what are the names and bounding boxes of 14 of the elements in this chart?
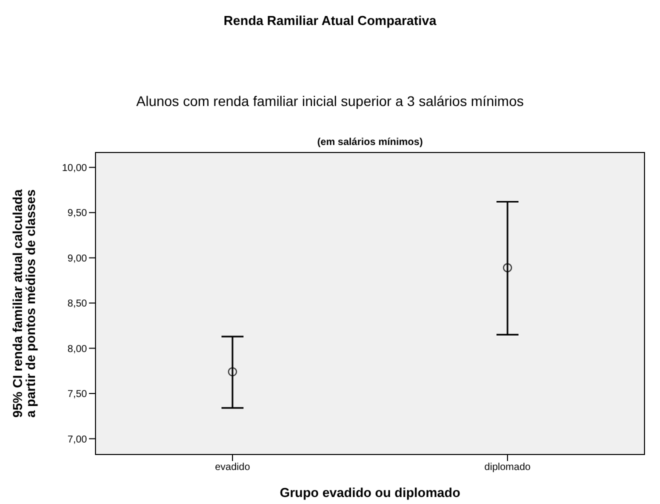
y-tick-label: 10,00 — [62, 162, 88, 174]
y-axis-title: 95% CI renda familiar atual calculada a partir de pontos médios de classes — [10, 188, 38, 418]
y-tick-label: 9,50 — [68, 208, 88, 220]
chart-subtitle: Alunos com renda familiar inicial superior a 3 salários mínimos — [135, 93, 525, 109]
text: (em salários mínimos) — [316, 137, 424, 148]
y-tick-label: 8,50 — [68, 298, 88, 310]
y-tick-label: 9,00 — [68, 253, 88, 264]
x-tick-label: evadido — [214, 462, 250, 474]
y-tick-label: 8,00 — [68, 344, 88, 355]
x-axis-title: Grupo evadido ou diplomado — [280, 485, 460, 500]
y-tick-label: 7,00 — [68, 434, 88, 446]
chart-title: Renda Ramiliar Atual Comparativa — [222, 13, 438, 28]
x-tick-label: diplomado — [484, 462, 532, 474]
y-tick-label: 7,50 — [68, 389, 88, 400]
